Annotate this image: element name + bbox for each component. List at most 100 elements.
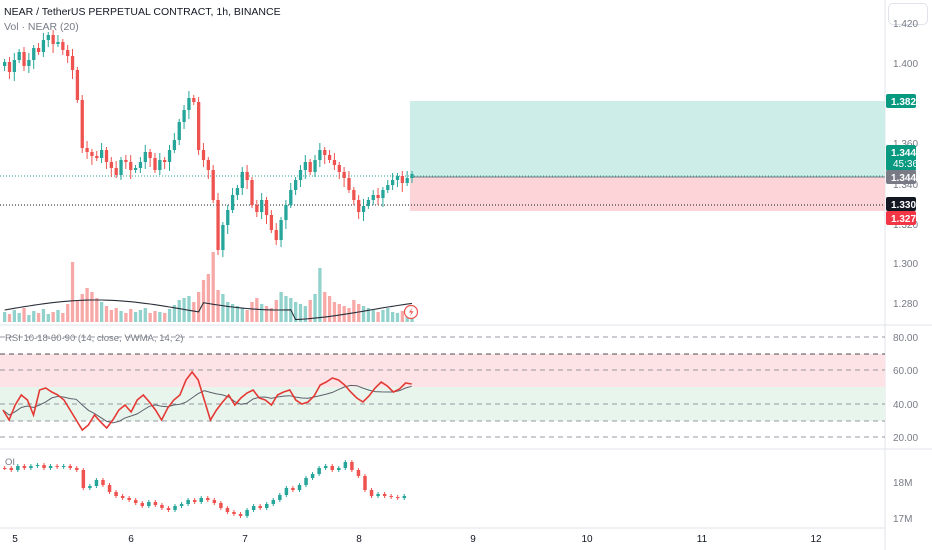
candle-body[interactable] — [400, 176, 404, 183]
oi-candle-body[interactable] — [363, 476, 367, 490]
oi-candle-body[interactable] — [376, 494, 380, 496]
oi-candle-body[interactable] — [343, 462, 348, 468]
oi-candle-body[interactable] — [81, 470, 86, 488]
oi-candle-body[interactable] — [22, 466, 27, 468]
oi-indicator-label[interactable]: OI — [5, 457, 15, 468]
candle-body[interactable] — [391, 180, 395, 185]
candle-body[interactable] — [318, 150, 322, 160]
oi-candle-body[interactable] — [75, 468, 79, 470]
stop-zone[interactable] — [410, 177, 885, 211]
candle-body[interactable] — [109, 162, 113, 168]
candle-body[interactable] — [264, 200, 269, 215]
candle-body[interactable] — [337, 165, 341, 172]
candle-body[interactable] — [119, 160, 123, 175]
candle-body[interactable] — [381, 190, 385, 198]
candle-body[interactable] — [313, 160, 317, 172]
candle-body[interactable] — [153, 158, 157, 170]
oi-candle-body[interactable] — [199, 498, 204, 502]
candle-body[interactable] — [148, 152, 152, 158]
oi-candle-body[interactable] — [153, 502, 158, 505]
oi-candle-body[interactable] — [396, 497, 400, 498]
candle-body[interactable] — [3, 62, 7, 66]
lightning-icon[interactable] — [403, 304, 419, 320]
candle-body[interactable] — [269, 215, 274, 230]
oi-candle-body[interactable] — [35, 465, 40, 466]
candle-body[interactable] — [56, 42, 60, 44]
candle-body[interactable] — [22, 52, 26, 66]
candle-body[interactable] — [308, 162, 312, 172]
oi-candle-body[interactable] — [42, 465, 46, 468]
candle-body[interactable] — [250, 180, 254, 205]
candle-body[interactable] — [366, 200, 371, 206]
candle-body[interactable] — [138, 162, 143, 168]
candle-body[interactable] — [323, 150, 327, 155]
candle-body[interactable] — [66, 50, 70, 56]
candle-body[interactable] — [289, 190, 293, 205]
candle-body[interactable] — [85, 148, 89, 152]
candle-body[interactable] — [332, 160, 337, 165]
entry-price-tag[interactable] — [886, 197, 916, 211]
candle-body[interactable] — [70, 56, 75, 70]
oi-candle-body[interactable] — [127, 498, 131, 500]
oi-candle-body[interactable] — [94, 480, 99, 486]
candle-body[interactable] — [206, 160, 210, 170]
volume-indicator-label[interactable]: Vol · NEAR (20) — [4, 21, 79, 33]
candle-body[interactable] — [284, 205, 288, 220]
oi-candle-body[interactable] — [382, 494, 387, 496]
candle-body[interactable] — [279, 220, 283, 240]
candle-body[interactable] — [221, 225, 225, 250]
oi-candle-body[interactable] — [278, 495, 282, 500]
oi-candle-body[interactable] — [3, 468, 7, 469]
oi-candle-body[interactable] — [147, 502, 151, 506]
candle-body[interactable] — [211, 170, 215, 200]
oi-candle-body[interactable] — [245, 510, 249, 516]
candle-body[interactable] — [395, 176, 400, 180]
oi-candle-body[interactable] — [101, 480, 105, 485]
oi-candle-body[interactable] — [251, 506, 256, 510]
candle-body[interactable] — [17, 52, 21, 60]
oi-candle-body[interactable] — [61, 466, 66, 467]
candle-body[interactable] — [303, 162, 307, 170]
candle-body[interactable] — [177, 122, 181, 140]
oi-candle-body[interactable] — [258, 506, 262, 508]
candle-body[interactable] — [371, 195, 375, 200]
stop-price-tag[interactable] — [886, 211, 916, 225]
candle-body[interactable] — [245, 172, 249, 180]
candle-body[interactable] — [129, 162, 133, 170]
oi-candle-body[interactable] — [317, 468, 321, 474]
candle-body[interactable] — [226, 210, 230, 225]
oi-candle-body[interactable] — [68, 466, 73, 468]
candle-body[interactable] — [255, 205, 259, 212]
oi-candle-body[interactable] — [9, 468, 14, 470]
candle-body[interactable] — [41, 40, 46, 52]
candle-body[interactable] — [95, 156, 99, 158]
current-price-tag[interactable] — [886, 145, 916, 171]
oi-candle-body[interactable] — [192, 500, 197, 502]
oi-candle-body[interactable] — [291, 488, 295, 490]
oi-candle-body[interactable] — [166, 508, 171, 510]
candle-body[interactable] — [298, 170, 303, 180]
long-position-tool[interactable] — [410, 101, 885, 211]
oi-candle-body[interactable] — [179, 504, 184, 506]
candle-body[interactable] — [197, 102, 201, 150]
candle-body[interactable] — [46, 35, 50, 40]
oi-candle-body[interactable] — [402, 496, 407, 498]
oi-candle-body[interactable] — [304, 478, 308, 485]
candle-body[interactable] — [51, 35, 55, 44]
candle-body[interactable] — [172, 140, 177, 150]
candle-body[interactable] — [124, 160, 128, 162]
candle-body[interactable] — [260, 200, 264, 212]
oi-candle-body[interactable] — [212, 500, 217, 503]
oi-candle-body[interactable] — [310, 474, 315, 478]
candle-body[interactable] — [410, 174, 414, 178]
candle-body[interactable] — [7, 62, 12, 72]
oi-candle-body[interactable] — [330, 466, 335, 470]
oi-candle-body[interactable] — [120, 496, 125, 498]
candle-body[interactable] — [405, 178, 409, 183]
candle-body[interactable] — [27, 60, 31, 66]
candle-body[interactable] — [187, 98, 191, 110]
candle-body[interactable] — [357, 200, 361, 212]
oi-candle-body[interactable] — [232, 512, 236, 514]
candle-body[interactable] — [240, 172, 244, 188]
oi-candle-body[interactable] — [350, 462, 354, 470]
